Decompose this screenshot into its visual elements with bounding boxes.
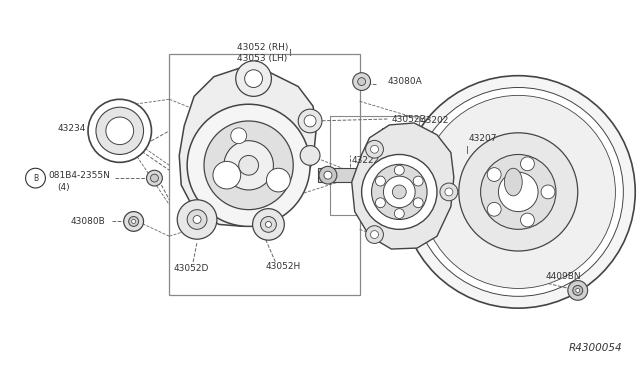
Circle shape	[421, 95, 616, 288]
Circle shape	[401, 76, 636, 308]
Circle shape	[300, 145, 320, 165]
Circle shape	[365, 226, 383, 243]
Circle shape	[150, 174, 159, 182]
Circle shape	[568, 280, 588, 300]
Circle shape	[358, 78, 365, 86]
Circle shape	[213, 161, 241, 189]
Circle shape	[499, 172, 538, 212]
Circle shape	[224, 141, 273, 190]
Polygon shape	[179, 67, 316, 227]
Circle shape	[481, 154, 556, 230]
Text: 43080B: 43080B	[70, 217, 105, 226]
Circle shape	[96, 107, 143, 154]
Circle shape	[304, 115, 316, 127]
Circle shape	[394, 209, 404, 218]
Text: 4409BN: 4409BN	[546, 272, 582, 281]
Bar	[318, 168, 397, 182]
Circle shape	[187, 104, 310, 227]
Text: 43207: 43207	[468, 134, 497, 143]
Circle shape	[177, 200, 217, 239]
Circle shape	[324, 171, 332, 179]
Ellipse shape	[504, 168, 522, 196]
Circle shape	[573, 285, 582, 295]
Circle shape	[129, 217, 139, 227]
Circle shape	[520, 213, 534, 227]
Circle shape	[106, 117, 134, 145]
Circle shape	[365, 140, 383, 158]
Circle shape	[372, 164, 427, 219]
Circle shape	[394, 165, 404, 175]
Circle shape	[266, 168, 291, 192]
Text: 43234: 43234	[58, 124, 86, 134]
Circle shape	[353, 73, 371, 90]
Circle shape	[239, 155, 259, 175]
Circle shape	[541, 185, 555, 199]
Circle shape	[459, 133, 578, 251]
Circle shape	[383, 176, 415, 208]
Circle shape	[371, 145, 378, 153]
Circle shape	[231, 128, 246, 144]
Circle shape	[376, 198, 385, 208]
Circle shape	[392, 185, 406, 199]
Bar	[330, 116, 419, 215]
Circle shape	[413, 198, 423, 208]
Circle shape	[413, 176, 423, 186]
Circle shape	[193, 215, 201, 224]
Circle shape	[187, 210, 207, 230]
Circle shape	[253, 209, 284, 240]
Circle shape	[204, 121, 293, 210]
Text: 43052E: 43052E	[392, 115, 426, 124]
Circle shape	[147, 170, 163, 186]
Circle shape	[244, 70, 262, 87]
Text: B: B	[33, 174, 38, 183]
Circle shape	[413, 87, 623, 296]
Circle shape	[362, 154, 437, 230]
Text: 43053 (LH): 43053 (LH)	[237, 54, 287, 64]
Circle shape	[371, 231, 378, 238]
Bar	[170, 54, 360, 295]
Circle shape	[520, 157, 534, 171]
Text: (4): (4)	[58, 183, 70, 192]
Circle shape	[260, 217, 276, 232]
Circle shape	[26, 168, 45, 188]
Circle shape	[576, 288, 580, 292]
Text: 43222: 43222	[352, 156, 380, 165]
Circle shape	[298, 109, 322, 133]
Text: 43202: 43202	[420, 116, 449, 125]
Circle shape	[445, 188, 453, 196]
Circle shape	[266, 221, 271, 227]
Circle shape	[132, 219, 136, 224]
Circle shape	[487, 202, 501, 216]
Text: 43052D: 43052D	[173, 264, 209, 273]
Circle shape	[440, 183, 458, 201]
Circle shape	[487, 168, 501, 182]
Text: 43052H: 43052H	[266, 262, 301, 271]
Circle shape	[124, 212, 143, 231]
Circle shape	[88, 99, 152, 162]
Text: 081B4-2355N: 081B4-2355N	[49, 171, 110, 180]
Text: R4300054: R4300054	[569, 343, 622, 353]
Circle shape	[319, 166, 337, 184]
Circle shape	[236, 61, 271, 96]
Text: 43080A: 43080A	[387, 77, 422, 86]
Polygon shape	[352, 123, 454, 249]
Text: 43052 (RH): 43052 (RH)	[237, 43, 288, 52]
Circle shape	[376, 176, 385, 186]
